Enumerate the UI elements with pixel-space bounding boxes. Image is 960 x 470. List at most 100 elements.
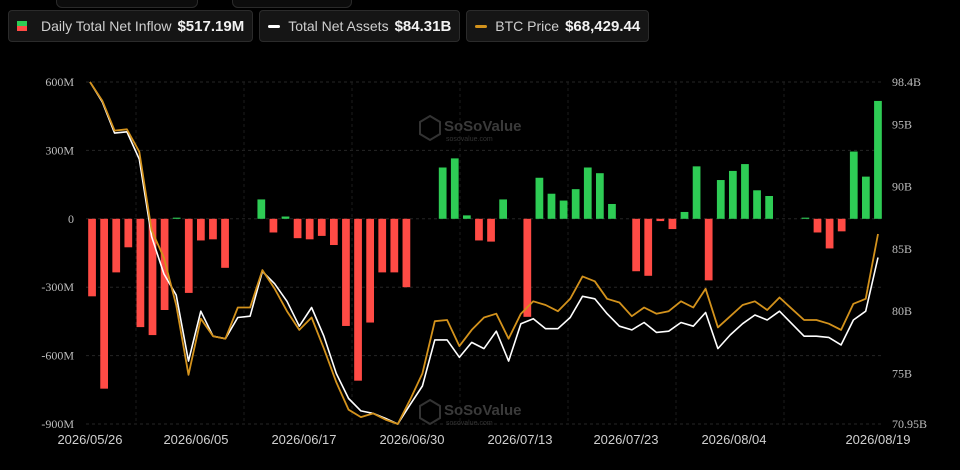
inflow-bar [825, 218, 834, 249]
inflow-bar [741, 164, 749, 219]
inflow-bar [475, 218, 483, 241]
x-tick-label: 2026/08/04 [701, 432, 766, 447]
inflow-bar [148, 218, 157, 336]
inflow-bar [837, 218, 846, 232]
right-tick-label: 98.4B [892, 75, 921, 89]
left-tick-label: -900M [41, 417, 74, 431]
inflow-bar [221, 218, 229, 268]
inflow-bar [608, 203, 616, 219]
inflow-bar [378, 218, 387, 273]
inflow-bar [728, 170, 737, 219]
inflow-bar [184, 218, 193, 293]
right-tick-label: 75B [892, 367, 912, 381]
inflow-bar [269, 218, 278, 233]
watermark-name: SoSoValue [444, 118, 522, 135]
line-swatch-icon [268, 24, 281, 28]
inflow-bar [354, 218, 362, 381]
inflow-bar [583, 167, 592, 219]
inflow-bar [559, 200, 568, 219]
inflow-bar [112, 218, 121, 273]
inflow-bar [765, 196, 774, 219]
inflow-bar [680, 211, 689, 219]
line-swatch-icon [475, 24, 488, 28]
inflow-bar [861, 176, 870, 219]
inflow-bar [317, 218, 326, 236]
legend-item-btc[interactable]: BTC Price $68,429.44 [466, 10, 650, 42]
x-tick-label: 2026/05/26 [57, 432, 122, 447]
inflow-bar [450, 158, 459, 219]
legend-assets-value: $84.31B [394, 17, 452, 35]
inflow-bar [172, 217, 181, 219]
inflow-bar [499, 199, 508, 219]
inflow-bar [716, 180, 725, 219]
inflow-bar [329, 218, 338, 246]
left-tick-label: 0 [68, 212, 74, 226]
watermark-url: sosovalue.com [446, 420, 493, 427]
inflow-bar [535, 177, 544, 219]
right-tick-label: 85B [892, 242, 912, 256]
x-tick-label: 2026/06/05 [163, 432, 228, 447]
tab-partial-1[interactable] [56, 0, 198, 8]
inflow-bar [656, 218, 665, 222]
inflow-bar [874, 100, 882, 219]
inflow-bar [595, 173, 604, 219]
inflow-bar [704, 218, 713, 281]
legend-inflow-label: Daily Total Net Inflow [41, 18, 172, 34]
inflow-bar [487, 218, 495, 242]
right-axis: 98.4B 95B 90B 85B 80B 75B 70.95B [892, 75, 927, 431]
watermark-name: SoSoValue [444, 402, 522, 419]
inflow-bar [88, 218, 96, 297]
right-tick-label: 80B [892, 304, 912, 318]
tab-partial-2[interactable] [232, 0, 352, 8]
inflow-bar [523, 218, 532, 317]
inflow-bar [813, 218, 822, 233]
bars [88, 100, 882, 389]
x-tick-label: 2026/06/30 [379, 432, 444, 447]
inflow-bar [632, 218, 641, 272]
inflow-bar [257, 199, 266, 219]
left-axis: 600M 300M 0 -300M -600M -900M [41, 75, 74, 431]
inflow-bar [644, 218, 653, 276]
legend-btc-label: BTC Price [495, 18, 560, 34]
legend-item-inflow[interactable]: Daily Total Net Inflow $517.19M [8, 10, 254, 42]
right-tick-label: 95B [892, 117, 912, 131]
legend: Daily Total Net Inflow $517.19M Total Ne… [8, 10, 650, 42]
right-tick-label: 90B [892, 180, 912, 194]
x-tick-label: 2026/07/13 [487, 432, 552, 447]
inflow-bar [801, 217, 810, 219]
inflow-bar [209, 218, 217, 240]
top-tabs-strip [0, 0, 960, 8]
watermark-url: sosovalue.com [446, 136, 493, 143]
left-tick-label: 600M [45, 75, 74, 89]
inflow-bar [402, 218, 411, 288]
watermark-logo-icon [419, 114, 441, 142]
inflow-bar [390, 218, 399, 273]
left-tick-label: 300M [45, 143, 74, 157]
x-tick-label: 2026/06/17 [271, 432, 336, 447]
inflow-bar [281, 216, 290, 219]
legend-assets-label: Total Net Assets [288, 18, 389, 34]
x-tick-label: 2026/07/23 [593, 432, 658, 447]
inflow-bar [293, 218, 302, 239]
left-tick-label: -600M [41, 349, 74, 363]
x-axis: 2026/05/26 2026/06/05 2026/06/17 2026/06/30… [57, 432, 910, 447]
right-tick-label: 70.95B [892, 417, 927, 431]
inflow-bar [668, 218, 677, 230]
inflow-bar [124, 218, 133, 248]
inflow-bar [160, 218, 169, 310]
x-tick-label: 2026/08/19 [845, 432, 910, 447]
legend-btc-value: $68,429.44 [565, 17, 641, 35]
inflow-bar [462, 215, 471, 219]
inflow-bar [692, 166, 701, 219]
watermarks: SoSoValuesosovalue.comSoSoValuesosovalue… [419, 114, 522, 427]
btc-price-line [89, 81, 879, 425]
lines [89, 81, 879, 425]
inflow-bar [438, 167, 447, 219]
inflow-bar [196, 218, 205, 241]
inflow-bar [342, 218, 350, 326]
inflow-bar [547, 193, 556, 219]
legend-item-assets[interactable]: Total Net Assets $84.31B [259, 10, 461, 42]
inflow-bar [366, 218, 375, 323]
inflow-bar [753, 190, 761, 219]
